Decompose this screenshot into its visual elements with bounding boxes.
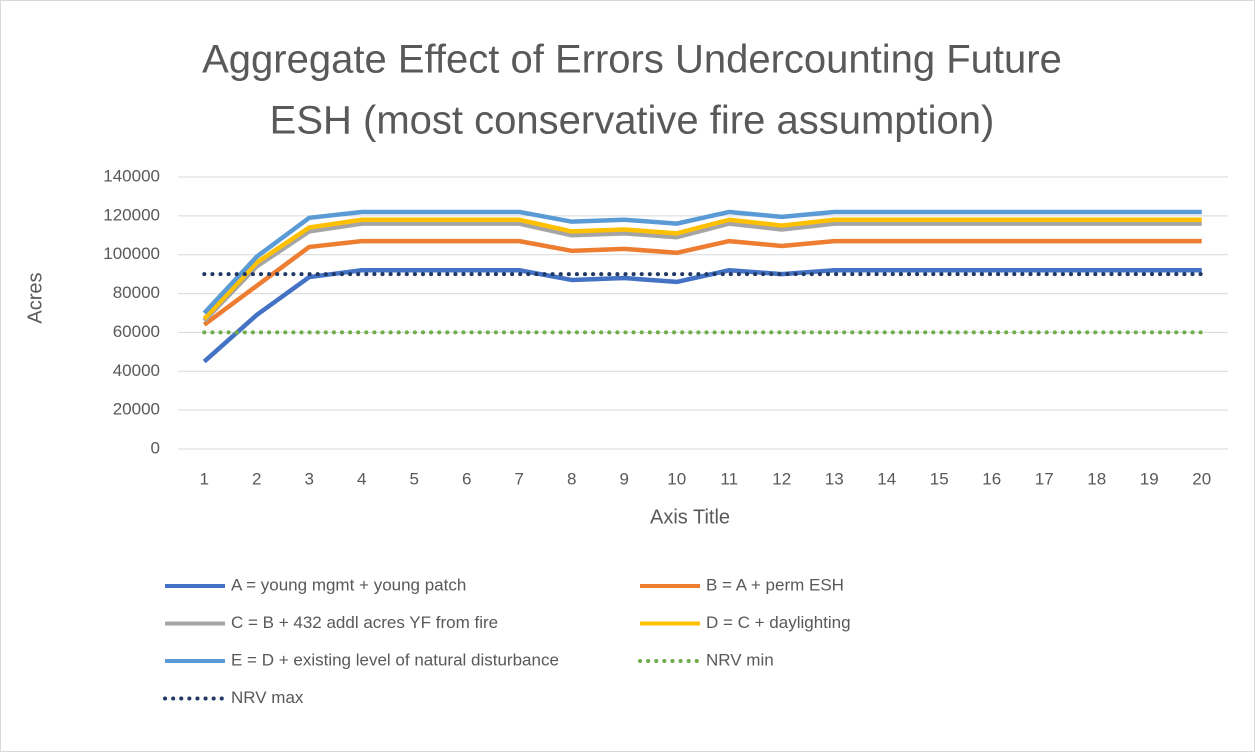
x-tick-label: 11 [720,469,738,488]
series-line [202,221,1202,323]
series-line [202,238,1202,327]
x-tick-label: 4 [357,469,366,488]
legend-label: NRV max [231,688,304,707]
y-tick-label: 0 [151,438,160,457]
chart-title: Aggregate Effect of Errors Undercounting… [202,38,1062,82]
chart-title: ESH (most conservative fire assumption) [270,99,995,143]
y-tick-label: 120000 [103,205,160,224]
y-tick-label: 80000 [113,283,160,302]
x-tick-label: 7 [515,469,524,488]
x-tick-label: 18 [1087,469,1106,488]
y-tick-label: 100000 [103,244,160,263]
y-tick-label: 20000 [113,400,160,419]
x-tick-label: 17 [1035,469,1054,488]
series-line [202,268,1202,364]
legend-label: A = young mgmt + young patch [231,575,466,594]
x-tick-label: 8 [567,469,576,488]
y-tick-label: 40000 [113,361,160,380]
x-tick-label: 20 [1192,469,1211,488]
x-tick-label: 10 [667,469,686,488]
x-tick-label: 2 [252,469,261,488]
x-tick-label: 6 [462,469,471,488]
series-line [202,217,1202,321]
legend-label: NRV min [706,650,774,669]
legend-label: C = B + 432 addl acres YF from fire [231,613,498,632]
x-tick-label: 16 [982,469,1001,488]
x-tick-label: 13 [825,469,844,488]
legend-label: E = D + existing level of natural distur… [231,650,559,669]
series-line [202,209,1202,315]
x-tick-label: 5 [410,469,419,488]
x-tick-label: 3 [305,469,314,488]
y-tick-label: 60000 [113,322,160,341]
x-tick-label: 1 [200,469,209,488]
legend-label: D = C + daylighting [706,613,851,632]
y-tick-label: 140000 [103,166,160,185]
x-tick-label: 15 [930,469,949,488]
x-tick-label: 14 [877,469,896,488]
x-axis-title: Axis Title [650,506,730,528]
y-axis-title: Acres [24,272,46,323]
x-tick-label: 12 [772,469,791,488]
x-tick-label: 19 [1140,469,1159,488]
x-tick-label: 9 [620,469,629,488]
legend-label: B = A + perm ESH [706,575,844,594]
